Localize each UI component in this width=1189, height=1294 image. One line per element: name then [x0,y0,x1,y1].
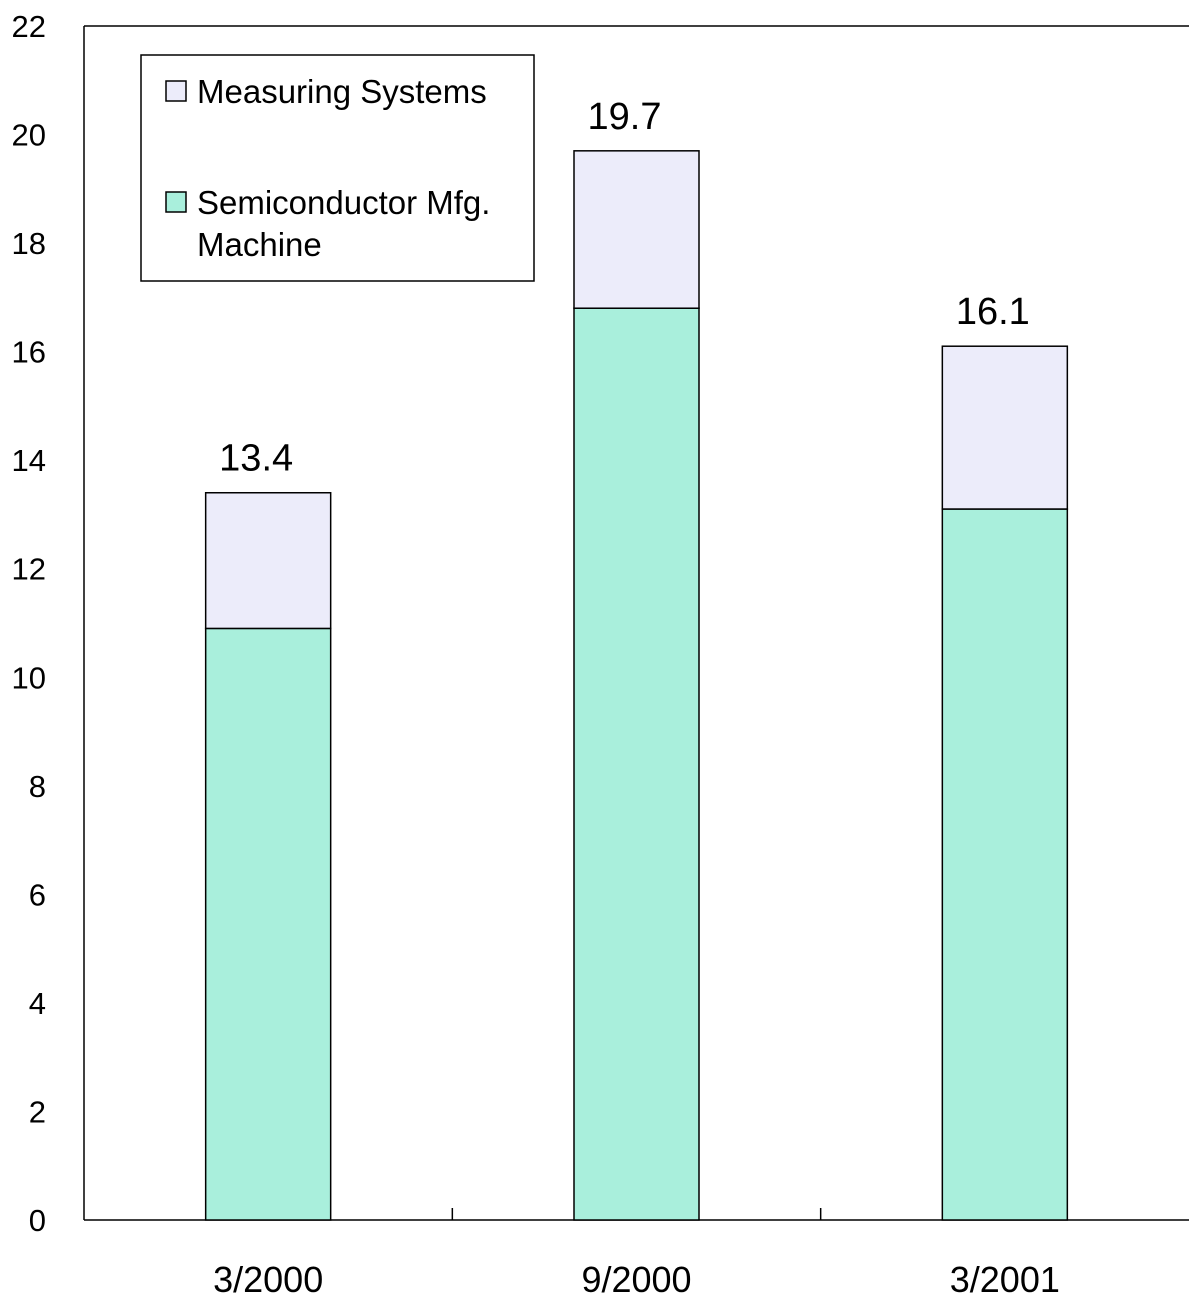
total-label: 19.7 [588,96,662,138]
y-tick-label: 2 [29,1094,46,1129]
bar-segment [573,307,700,1221]
y-tick-label: 4 [29,986,46,1021]
y-tick-label: 14 [12,443,46,478]
legend-swatch [165,191,187,213]
legend-swatch [165,80,187,102]
x-tick-label: 3/2000 [213,1259,323,1294]
y-tick-label: 18 [12,226,46,261]
bar-segment [941,508,1069,1221]
y-tick-label: 0 [29,1203,46,1238]
y-tick-label: 6 [29,877,46,912]
bar-segment [204,491,332,630]
x-tick-label: 9/2000 [581,1259,691,1294]
legend-label: Semiconductor Mfg. [197,184,490,221]
y-tick-label: 20 [12,118,46,153]
x-axis: 3/2000 9/2000 3/2001 [84,1208,1189,1294]
legend: Measuring Systems Semiconductor Mfg. Machi… [140,54,535,282]
total-label: 16.1 [956,291,1030,333]
legend-label: Machine [197,226,322,263]
bars [204,150,1069,1221]
y-tick-label: 10 [12,660,46,695]
y-tick-label: 12 [12,552,46,587]
y-tick-label: 8 [29,769,46,804]
legend-label: Measuring Systems [197,73,487,110]
total-labels: 13.4 19.7 16.1 [219,96,1030,480]
y-tick-label: 22 [12,9,46,44]
y-tick-label: 16 [12,335,46,370]
bar-segment [941,345,1069,510]
bar-segment [573,150,700,309]
bar-segment [204,627,332,1221]
legend-box [140,54,535,282]
x-tick-label: 3/2001 [950,1259,1060,1294]
y-axis: 0 2 4 6 8 10 12 14 16 18 20 22 [12,9,1189,1238]
total-label: 13.4 [219,438,293,480]
